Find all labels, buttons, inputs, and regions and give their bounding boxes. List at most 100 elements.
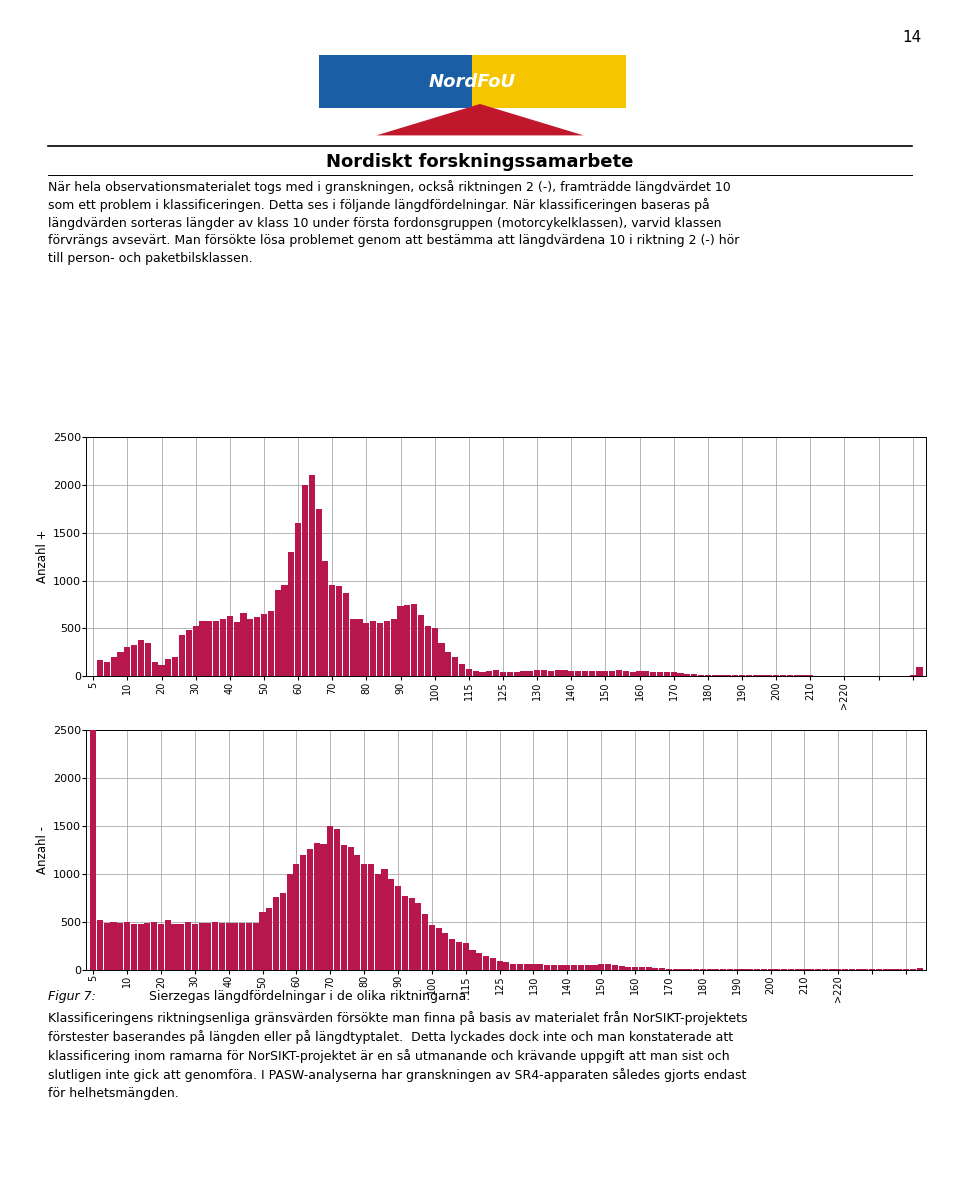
Bar xyxy=(616,669,622,676)
Bar xyxy=(343,593,349,676)
Bar xyxy=(246,923,252,970)
Bar xyxy=(507,673,513,676)
Bar xyxy=(90,730,96,970)
Bar xyxy=(711,675,718,676)
Bar xyxy=(397,607,403,676)
Bar xyxy=(391,619,396,676)
Bar xyxy=(368,864,374,970)
Bar xyxy=(531,965,537,970)
Bar xyxy=(650,672,657,676)
Bar xyxy=(632,967,638,970)
Bar xyxy=(643,672,650,676)
Bar xyxy=(377,622,383,676)
Bar xyxy=(595,672,602,676)
Bar xyxy=(411,604,418,676)
Bar xyxy=(232,923,238,970)
Bar xyxy=(534,669,540,676)
Bar xyxy=(917,968,923,970)
Bar xyxy=(300,855,306,970)
Bar xyxy=(248,619,253,676)
Bar xyxy=(124,646,131,676)
Bar xyxy=(319,55,472,109)
Bar xyxy=(424,626,431,676)
Bar xyxy=(266,909,273,970)
Bar xyxy=(261,614,267,676)
Bar xyxy=(422,915,428,970)
Text: När hela observationsmaterialet togs med i granskningen, också riktningen 2 (-),: När hela observationsmaterialet togs med… xyxy=(48,180,739,265)
Bar xyxy=(582,672,588,676)
Bar xyxy=(323,561,328,676)
Bar xyxy=(132,645,137,676)
Bar xyxy=(449,938,455,970)
Bar xyxy=(205,923,211,970)
Bar xyxy=(684,674,690,676)
Bar xyxy=(538,964,543,970)
Bar xyxy=(172,924,178,970)
Bar xyxy=(409,898,415,970)
Bar xyxy=(555,669,561,676)
Bar xyxy=(568,670,574,676)
Bar xyxy=(295,523,301,676)
Bar xyxy=(219,923,225,970)
Polygon shape xyxy=(376,104,584,135)
Text: NordFoU: NordFoU xyxy=(429,73,516,91)
Bar xyxy=(145,643,151,676)
Bar xyxy=(456,942,462,970)
Bar xyxy=(281,585,288,676)
Bar xyxy=(605,964,612,970)
Bar xyxy=(705,675,711,676)
Bar xyxy=(514,672,519,676)
Bar xyxy=(124,922,131,970)
Bar xyxy=(279,893,286,970)
Bar xyxy=(158,664,164,676)
Bar xyxy=(610,670,615,676)
Bar xyxy=(117,923,123,970)
Bar xyxy=(104,923,109,970)
Bar xyxy=(131,924,137,970)
Bar xyxy=(104,662,110,676)
Bar xyxy=(523,965,530,970)
Bar xyxy=(384,621,390,676)
Y-axis label: Anzahl +: Anzahl + xyxy=(36,530,49,583)
Bar xyxy=(239,923,245,970)
Bar xyxy=(548,670,554,676)
Bar xyxy=(564,965,570,970)
Bar xyxy=(510,964,516,970)
Bar xyxy=(388,879,395,970)
Bar xyxy=(516,965,523,970)
Bar xyxy=(476,953,482,970)
Bar xyxy=(418,615,424,676)
Bar xyxy=(226,923,231,970)
Bar xyxy=(500,672,506,676)
Bar xyxy=(252,923,259,970)
Bar xyxy=(268,612,274,676)
Bar xyxy=(275,590,280,676)
Bar xyxy=(110,657,117,676)
Bar xyxy=(503,962,510,970)
Bar xyxy=(336,587,342,676)
Bar xyxy=(562,670,567,676)
Bar xyxy=(212,922,218,970)
Bar xyxy=(172,657,179,676)
Text: Sierzegas längdfördelningar i de olika riktningarna.: Sierzegas längdfördelningar i de olika r… xyxy=(149,990,470,1003)
Bar xyxy=(463,943,468,970)
Bar xyxy=(309,475,315,676)
Bar xyxy=(479,672,486,676)
Bar xyxy=(152,662,157,676)
Bar xyxy=(254,616,260,676)
Bar xyxy=(678,674,684,676)
Bar xyxy=(663,672,670,676)
Bar xyxy=(646,967,652,970)
Bar xyxy=(591,965,597,970)
Bar xyxy=(200,621,205,676)
Bar xyxy=(578,965,584,970)
Y-axis label: Anzahl -: Anzahl - xyxy=(36,826,49,874)
Bar xyxy=(395,886,401,970)
Bar xyxy=(307,849,313,970)
Bar xyxy=(472,670,479,676)
Bar xyxy=(452,657,458,676)
Text: 14: 14 xyxy=(902,30,922,45)
Bar xyxy=(97,660,103,676)
Bar xyxy=(527,670,534,676)
Bar xyxy=(301,485,308,676)
